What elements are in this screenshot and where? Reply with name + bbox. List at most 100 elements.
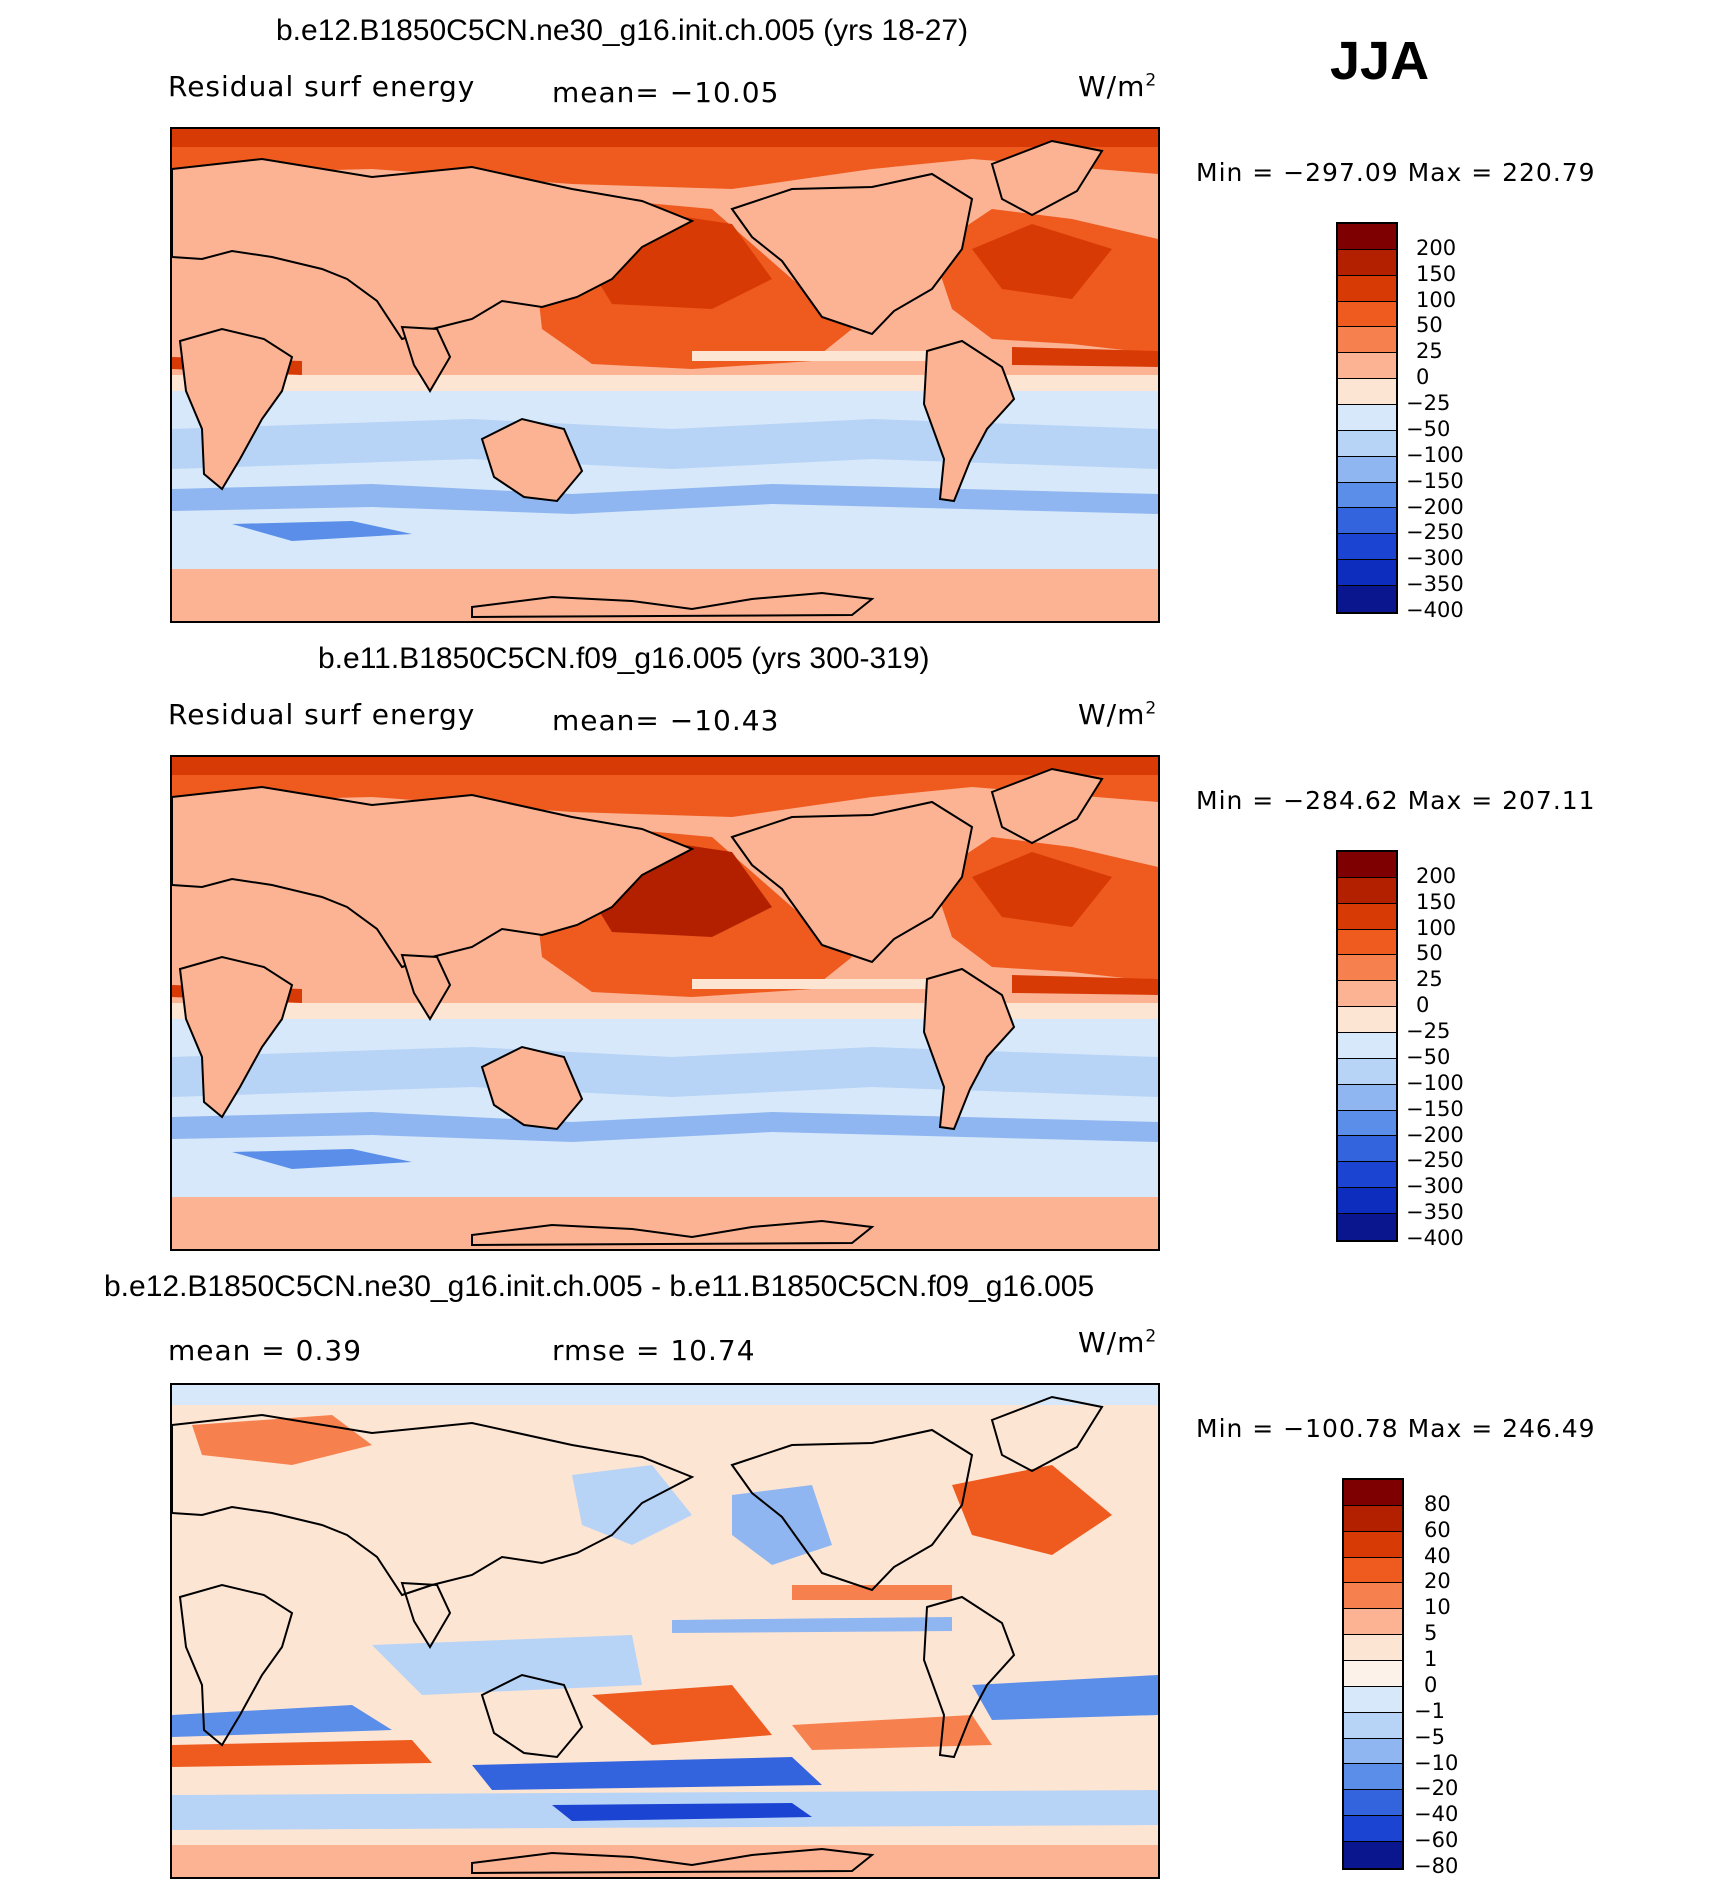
southern-ocean-band-1 (172, 419, 1158, 469)
colorbar-tick-label: −25 (1406, 1019, 1451, 1044)
colorbar-tick-label: −5 (1414, 1724, 1445, 1749)
colorbar-band (1338, 586, 1396, 612)
panel-3-title: b.e12.B1850C5CN.ne30_g16.init.ch.005 - b… (104, 1270, 1095, 1303)
north-atlantic-core (972, 224, 1112, 299)
panel-3-map (170, 1383, 1160, 1879)
africa-outline (178, 1583, 294, 1747)
panel-1-min-max: Min = −297.09 Max = 220.79 (1196, 158, 1596, 187)
colorbar-tick-label: −150 (1406, 468, 1464, 493)
colorbar-tick-label: −250 (1406, 1148, 1464, 1173)
colorbar-tick-label: −20 (1414, 1776, 1459, 1801)
colorbar-tick-label: −350 (1406, 1200, 1464, 1225)
colorbar-tick-label: 150 (1416, 261, 1457, 286)
arctic-edge (172, 757, 1158, 775)
colorbar-band (1338, 430, 1396, 457)
colorbar-tick-label: −50 (1406, 1044, 1451, 1069)
colorbar-tick-label: −10 (1414, 1750, 1459, 1775)
subtropical-transition (172, 375, 1158, 391)
europe-asia-outline (172, 157, 695, 341)
colorbar-tick-label: 25 (1416, 967, 1443, 992)
atlantic-itcz-east (1012, 975, 1158, 995)
colorbar-band (1338, 482, 1396, 509)
panel-3-colorbar (1342, 1478, 1404, 1870)
colorbar-tick-label: −400 (1406, 1226, 1464, 1250)
south-america-outline (922, 1595, 1016, 1759)
colorbar-band (1338, 1214, 1396, 1240)
india-outline (400, 1581, 452, 1649)
colorbar-band (1338, 877, 1396, 904)
australia-outline (480, 1673, 584, 1759)
colorbar-tick-label: −400 (1406, 598, 1464, 622)
india-outline (400, 325, 452, 393)
colorbar-band (1338, 929, 1396, 956)
colorbar-band (1338, 1110, 1396, 1137)
colorbar-tick-label: −300 (1406, 546, 1464, 571)
colorbar-band (1338, 249, 1396, 276)
antarctica-outline (471, 591, 875, 619)
panel-2-map (170, 755, 1160, 1251)
colorbar-band (1338, 379, 1396, 406)
colorbar-band (1338, 1007, 1396, 1034)
south-america-outline (922, 339, 1016, 503)
antarctic-band (172, 1197, 1158, 1249)
australia-outline (480, 417, 584, 503)
panel-3-units: W/m2 (1078, 1326, 1158, 1359)
panel-1-mean-label: mean= −10.05 (552, 76, 780, 109)
colorbar-tick-label: 25 (1416, 339, 1443, 364)
colorbar-tick-label: −80 (1414, 1854, 1459, 1878)
colorbar-band (1338, 508, 1396, 535)
panel-2-mean-label: mean= −10.43 (552, 704, 780, 737)
difference-region (792, 1585, 952, 1600)
greenland-outline (990, 139, 1104, 217)
antarctica-outline (471, 1847, 875, 1875)
colorbar-tick-label: 5 (1424, 1621, 1438, 1646)
colorbar-tick-label: −60 (1414, 1828, 1459, 1853)
europe-asia-outline (172, 1413, 695, 1597)
north-america-outline (730, 800, 974, 964)
colorbar-band (1338, 1058, 1396, 1085)
colorbar-tick-label: −150 (1406, 1096, 1464, 1121)
north-atlantic-core (972, 852, 1112, 927)
antarctica-outline (471, 1219, 875, 1247)
colorbar-tick-label: 10 (1424, 1595, 1451, 1620)
colorbar-tick-label: −40 (1414, 1802, 1459, 1827)
panel-3-mean-label: mean = 0.39 (168, 1334, 363, 1367)
southern-ocean-band-2 (172, 1112, 1158, 1142)
colorbar-band (1338, 1136, 1396, 1163)
colorbar-tick-label: −100 (1406, 442, 1464, 467)
colorbar-band (1338, 981, 1396, 1008)
colorbar-band (1344, 1661, 1402, 1687)
southern-ocean (172, 1019, 1158, 1197)
africa-outline (178, 327, 294, 491)
difference-region (592, 1685, 772, 1745)
colorbar-band (1344, 1531, 1402, 1558)
difference-region (552, 1803, 812, 1821)
difference-region (172, 1385, 1158, 1405)
greenland-outline (990, 767, 1104, 845)
colorbar-band (1338, 275, 1396, 302)
colorbar-band (1338, 353, 1396, 380)
colorbar-tick-label: −1 (1414, 1698, 1445, 1723)
colorbar-band (1338, 456, 1396, 483)
colorbar-tick-label: −25 (1406, 391, 1451, 416)
colorbar-tick-label: −200 (1406, 494, 1464, 519)
equatorial-band (692, 979, 932, 989)
panel-2-title: b.e11.B1850C5CN.f09_g16.005 (yrs 300-319… (318, 642, 930, 675)
india-outline (400, 953, 452, 1021)
colorbar-tick-label: 100 (1416, 287, 1457, 312)
colorbar-tick-label: −100 (1406, 1070, 1464, 1095)
antarctic-band (172, 569, 1158, 621)
africa-outline (178, 955, 294, 1119)
colorbar-tick-label: −300 (1406, 1174, 1464, 1199)
colorbar-tick-label: 200 (1416, 235, 1457, 260)
colorbar-tick-label: 20 (1424, 1569, 1451, 1594)
colorbar-tick-label: 50 (1416, 313, 1443, 338)
colorbar-band (1338, 327, 1396, 354)
colorbar-band (1344, 1764, 1402, 1791)
colorbar-band (1338, 955, 1396, 982)
difference-region (672, 1617, 952, 1633)
colorbar-band (1338, 534, 1396, 561)
colorbar-tick-label: 50 (1416, 941, 1443, 966)
colorbar-band (1344, 1686, 1402, 1713)
colorbar-band (1344, 1816, 1402, 1843)
